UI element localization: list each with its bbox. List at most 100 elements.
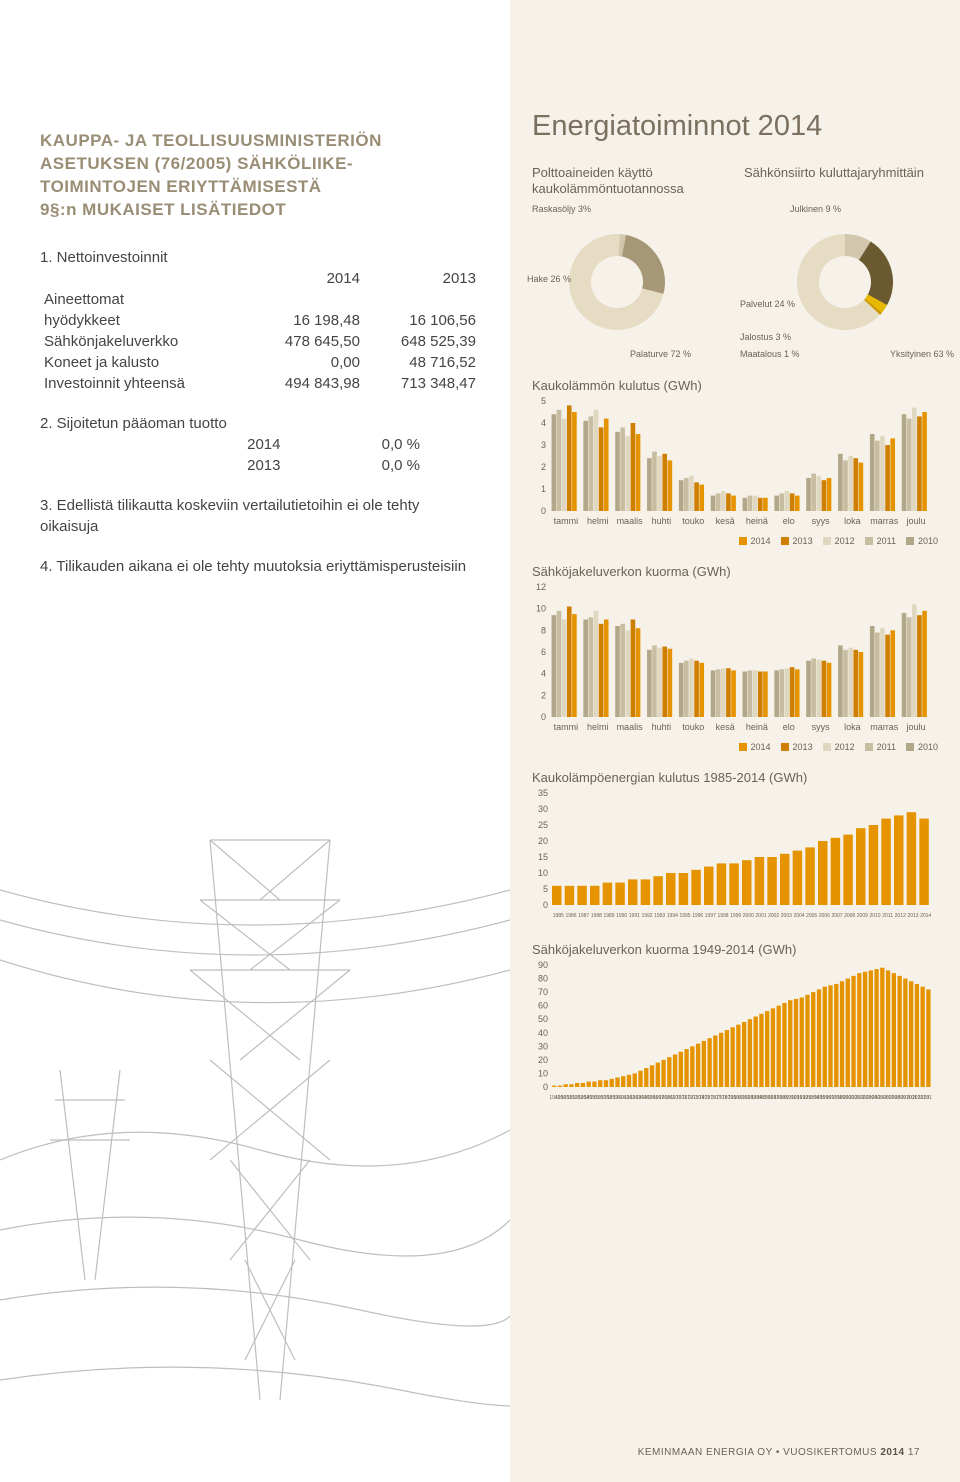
item-4: 4. Tilikauden aikana ei ole tehty muutok… xyxy=(40,557,480,577)
svg-text:2: 2 xyxy=(541,462,546,472)
svg-text:huhti: huhti xyxy=(652,722,672,732)
svg-text:90: 90 xyxy=(538,961,548,970)
item-2-title: 2. Sijoitetun pääoman tuotto xyxy=(40,414,480,434)
svg-text:1997: 1997 xyxy=(705,913,716,919)
chart-history-2-title: Sähköjakeluverkon kuorma 1949-2014 (GWh) xyxy=(532,942,938,957)
section-title: KAUPPA- JA TEOLLISUUSMINISTERIÖNASETUKSE… xyxy=(40,130,480,222)
svg-text:0: 0 xyxy=(541,712,546,722)
svg-text:2013: 2013 xyxy=(907,913,918,919)
svg-text:30: 30 xyxy=(538,804,548,814)
chart-sahko-title: Sähköjakeluverkon kuorma (GWh) xyxy=(532,564,938,579)
svg-text:5: 5 xyxy=(543,884,548,894)
svg-text:4: 4 xyxy=(541,669,546,679)
chart-history-2: Sähköjakeluverkon kuorma 1949-2014 (GWh)… xyxy=(532,942,938,1106)
svg-text:6: 6 xyxy=(541,647,546,657)
svg-text:touko: touko xyxy=(682,722,704,732)
svg-text:2: 2 xyxy=(541,691,546,701)
chart-history-1: Kaukolämpöenergian kulutus 1985-2014 (GW… xyxy=(532,770,938,924)
svg-text:20: 20 xyxy=(538,836,548,846)
page-footer: KEMINMAAN ENERGIA OY • VUOSIKERTOMUS 201… xyxy=(638,1447,920,1458)
investments-table: 20142013Aineettomathyödykkeet16 198,4816… xyxy=(40,268,480,394)
right-title: Energiatoiminnot 2014 xyxy=(532,110,938,143)
svg-text:1995: 1995 xyxy=(679,913,690,919)
svg-text:2001: 2001 xyxy=(755,913,766,919)
chart-kauko: Kaukolämmön kulutus (GWh) 012345tammihel… xyxy=(532,378,938,546)
svg-text:helmi: helmi xyxy=(587,722,609,732)
svg-text:elo: elo xyxy=(783,516,795,526)
donut2-subtitle: Sähkönsiirto kuluttajaryhmittäin xyxy=(744,165,938,196)
svg-text:10: 10 xyxy=(536,604,546,614)
svg-text:2010: 2010 xyxy=(869,913,880,919)
footer-year: 2014 xyxy=(880,1447,904,1458)
donut-2: Julkinen 9 %Palvelut 24 %Jalostus 3 %Maa… xyxy=(760,204,960,364)
item-2-table: 20140,0 %20130,0 % xyxy=(160,434,424,476)
svg-text:tammi: tammi xyxy=(554,722,579,732)
svg-text:joulu: joulu xyxy=(906,516,926,526)
svg-text:heinä: heinä xyxy=(746,722,768,732)
donut-1: Raskasöljy 3%Hake 26 %Palaturve 72 % xyxy=(532,204,742,364)
svg-text:1988: 1988 xyxy=(591,913,602,919)
svg-text:1: 1 xyxy=(541,484,546,494)
svg-text:1987: 1987 xyxy=(578,913,589,919)
svg-text:2011: 2011 xyxy=(882,913,893,919)
svg-text:2005: 2005 xyxy=(806,913,817,919)
svg-text:maalis: maalis xyxy=(617,722,644,732)
footer-doc: VUOSIKERTOMUS xyxy=(783,1447,880,1458)
svg-text:25: 25 xyxy=(538,820,548,830)
svg-text:tammi: tammi xyxy=(554,516,579,526)
svg-text:20: 20 xyxy=(538,1055,548,1065)
svg-text:2002: 2002 xyxy=(768,913,779,919)
svg-text:loka: loka xyxy=(844,516,861,526)
svg-text:1985: 1985 xyxy=(553,913,564,919)
svg-text:2014: 2014 xyxy=(920,913,931,919)
svg-text:loka: loka xyxy=(844,722,861,732)
svg-text:syys: syys xyxy=(812,516,831,526)
donut1-subtitle: Polttoaineiden käyttö kaukolämmöntuotann… xyxy=(532,165,726,196)
svg-text:1993: 1993 xyxy=(654,913,665,919)
chart-kauko-title: Kaukolämmön kulutus (GWh) xyxy=(532,378,938,393)
svg-text:maalis: maalis xyxy=(617,516,644,526)
svg-text:heinä: heinä xyxy=(746,516,768,526)
power-line-sketch xyxy=(0,640,510,1482)
svg-text:1994: 1994 xyxy=(667,913,678,919)
left-column: KAUPPA- JA TEOLLISUUSMINISTERIÖNASETUKSE… xyxy=(40,130,480,577)
item-3: 3. Edellistä tilikautta koskeviin vertai… xyxy=(40,496,480,537)
svg-text:kesä: kesä xyxy=(716,722,735,732)
svg-text:0: 0 xyxy=(541,506,546,516)
svg-text:1986: 1986 xyxy=(565,913,576,919)
svg-text:80: 80 xyxy=(538,974,548,984)
svg-text:1992: 1992 xyxy=(641,913,652,919)
svg-text:helmi: helmi xyxy=(587,516,609,526)
svg-text:70: 70 xyxy=(538,987,548,997)
chart-history-1-title: Kaukolämpöenergian kulutus 1985-2014 (GW… xyxy=(532,770,938,785)
svg-text:huhti: huhti xyxy=(652,516,672,526)
svg-text:15: 15 xyxy=(538,852,548,862)
svg-text:touko: touko xyxy=(682,516,704,526)
svg-text:2004: 2004 xyxy=(793,913,804,919)
chart-legend-2: 20142013201220112010 xyxy=(532,742,938,752)
footer-page: 17 xyxy=(905,1447,920,1458)
svg-text:4: 4 xyxy=(541,418,546,428)
svg-text:1996: 1996 xyxy=(692,913,703,919)
svg-text:50: 50 xyxy=(538,1014,548,1024)
svg-text:marras: marras xyxy=(870,516,899,526)
svg-text:2012: 2012 xyxy=(895,913,906,919)
chart-sahko: Sähköjakeluverkon kuorma (GWh) 024681012… xyxy=(532,564,938,752)
svg-text:0: 0 xyxy=(543,1082,548,1092)
svg-text:40: 40 xyxy=(538,1028,548,1038)
svg-text:marras: marras xyxy=(870,722,899,732)
svg-text:60: 60 xyxy=(538,1001,548,1011)
svg-text:35: 35 xyxy=(538,789,548,798)
footer-sep: • xyxy=(773,1447,784,1458)
svg-text:2003: 2003 xyxy=(781,913,792,919)
svg-text:joulu: joulu xyxy=(906,722,926,732)
item-1-title: 1. Nettoinvestoinnit xyxy=(40,248,480,268)
svg-text:2000: 2000 xyxy=(743,913,754,919)
footer-company: KEMINMAAN ENERGIA OY xyxy=(638,1447,773,1458)
svg-text:syys: syys xyxy=(812,722,831,732)
svg-text:10: 10 xyxy=(538,868,548,878)
svg-text:kesä: kesä xyxy=(716,516,735,526)
svg-text:1989: 1989 xyxy=(603,913,614,919)
svg-text:1990: 1990 xyxy=(616,913,627,919)
svg-text:2014: 2014 xyxy=(924,1095,932,1101)
